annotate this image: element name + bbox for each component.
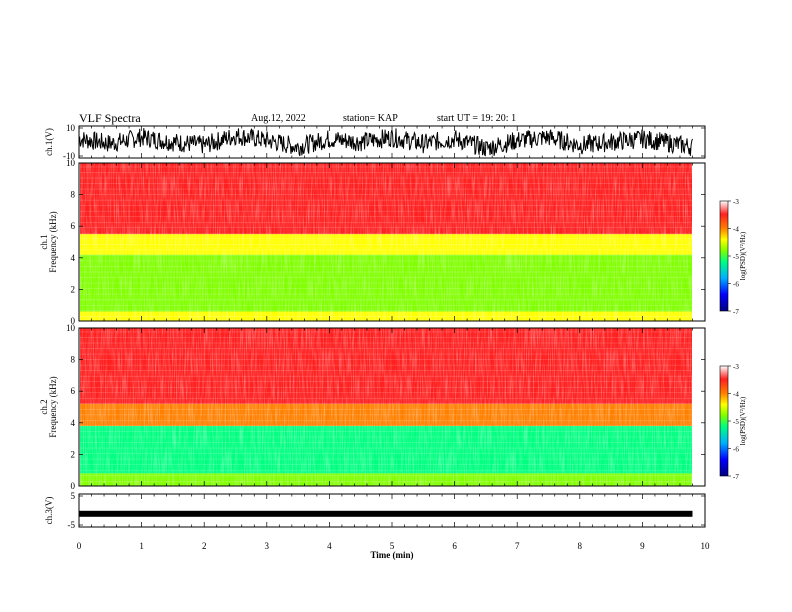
colorbar-tick-label: -7 bbox=[733, 308, 739, 316]
y-tick-label: 4 bbox=[71, 253, 76, 263]
colorbar-tick-label: -4 bbox=[733, 391, 739, 399]
colorbar-tick-label: -7 bbox=[733, 473, 739, 481]
x-tick-label: 4 bbox=[327, 541, 332, 551]
x-tick-label: 8 bbox=[578, 541, 583, 551]
x-tick-label: 0 bbox=[77, 541, 82, 551]
colorbar-ch1 bbox=[719, 200, 729, 312]
y-tick-label: 6 bbox=[71, 221, 76, 231]
x-tick-label: 9 bbox=[640, 541, 645, 551]
y-tick-label: -5 bbox=[68, 520, 76, 530]
colorbar-label: log(PSD)(V²/Hz) bbox=[739, 396, 747, 445]
y-tick-label: 2 bbox=[71, 449, 76, 459]
spectrogram-ch1 bbox=[80, 163, 692, 321]
chart-title: VLF Spectra bbox=[79, 111, 141, 125]
x-tick-label: 6 bbox=[452, 541, 457, 551]
x-tick-label: 1 bbox=[139, 541, 144, 551]
y-tick-label: 8 bbox=[71, 355, 76, 365]
spectrogram-texture bbox=[80, 328, 692, 486]
y-tick-label: 5 bbox=[71, 491, 76, 501]
x-axis-label: Time (min) bbox=[370, 550, 413, 560]
colorbar-tick-label: -4 bbox=[733, 226, 739, 234]
spectrogram-texture bbox=[80, 163, 692, 321]
ch1-waveform-line bbox=[78, 127, 693, 157]
y-tick-label: 4 bbox=[71, 418, 76, 428]
y-axis-label: ch.1 bbox=[39, 234, 49, 249]
y-axis-label: ch.3(V) bbox=[44, 497, 54, 525]
date-label: Aug.12, 2022 bbox=[251, 113, 306, 124]
y-tick-label: 8 bbox=[71, 190, 76, 200]
x-tick-label: 3 bbox=[265, 541, 270, 551]
y-axis-label: ch.2 bbox=[39, 399, 49, 414]
colorbar-tick-label: -5 bbox=[733, 418, 739, 426]
x-tick-label: 5 bbox=[390, 541, 395, 551]
x-tick-label: 2 bbox=[202, 541, 207, 551]
x-tick-label: 10 bbox=[701, 541, 711, 551]
y-tick-label: 10 bbox=[66, 123, 76, 133]
x-tick-label: 7 bbox=[515, 541, 520, 551]
colorbar-tick-label: -6 bbox=[733, 281, 739, 289]
colorbar-label: log(PSD)(V²/Hz) bbox=[739, 231, 747, 280]
y-tick-label: 0 bbox=[71, 481, 76, 491]
y-tick-label: 10 bbox=[66, 323, 76, 333]
colorbar-tick-label: -3 bbox=[733, 198, 739, 206]
y-axis-label: Frequency (kHz) bbox=[48, 211, 58, 272]
spectrogram-ch2 bbox=[80, 328, 692, 486]
y-tick-label: -10 bbox=[63, 151, 75, 161]
colorbar-tick-label: -3 bbox=[733, 363, 739, 371]
ch3-waveform-line bbox=[79, 510, 693, 517]
y-axis-label: ch.1(V) bbox=[44, 128, 54, 156]
colorbar-ch2 bbox=[719, 365, 729, 477]
y-tick-label: 10 bbox=[66, 158, 76, 168]
y-tick-label: 6 bbox=[71, 386, 76, 396]
y-tick-label: 2 bbox=[71, 284, 76, 294]
station-label: station= KAP bbox=[343, 113, 398, 124]
colorbar-tick-label: -6 bbox=[733, 446, 739, 454]
y-axis-label: Frequency (kHz) bbox=[48, 376, 58, 437]
colorbar-tick-label: -5 bbox=[733, 253, 739, 261]
start-time-label: start UT = 19: 20: 1 bbox=[437, 113, 517, 124]
y-tick-label: 0 bbox=[71, 316, 76, 326]
